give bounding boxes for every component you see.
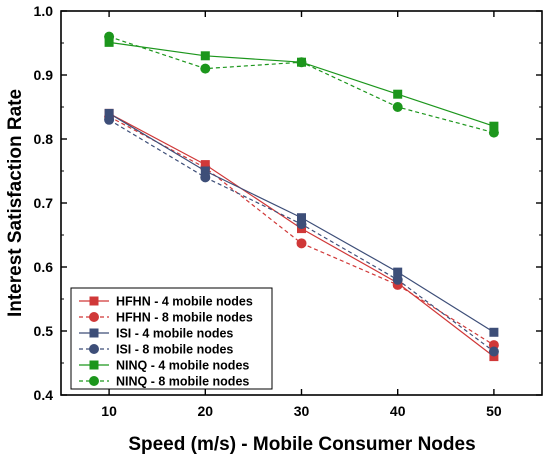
legend-marker xyxy=(89,312,99,322)
legend-label: ISI - 8 mobile nodes xyxy=(116,343,233,357)
legend: HFHN - 4 mobile nodes HFHN - 8 mobile nod… xyxy=(70,287,273,390)
series-3 xyxy=(104,114,499,357)
data-point xyxy=(200,166,210,176)
legend-marker xyxy=(89,376,99,386)
legend-label: HFHN - 8 mobile nodes xyxy=(116,311,253,325)
data-point xyxy=(393,89,403,99)
y-tick-label: 0.9 xyxy=(34,67,54,83)
data-point xyxy=(200,63,211,74)
data-point xyxy=(296,57,307,68)
data-point xyxy=(488,127,499,138)
legend-label: HFHN - 4 mobile nodes xyxy=(116,295,253,309)
data-point xyxy=(296,219,307,230)
data-point xyxy=(392,102,403,112)
x-tick-label: 30 xyxy=(294,403,310,419)
x-tick-label: 50 xyxy=(486,403,502,419)
x-axis-title: Speed (m/s) - Mobile Consumer Nodes xyxy=(128,434,475,455)
data-point xyxy=(104,114,115,125)
legend-marker xyxy=(89,296,99,306)
data-point xyxy=(489,327,499,337)
data-point xyxy=(104,108,114,118)
data-point xyxy=(488,346,499,357)
legend-box xyxy=(70,287,273,390)
legend-marker xyxy=(89,328,99,338)
data-point xyxy=(392,274,403,285)
y-tick-label: 0.4 xyxy=(34,387,54,403)
y-tick-label: 0.7 xyxy=(34,195,54,211)
axis-ticks: 10 20 30 40 50 0.4 0.5 0.6 0.7 0.8 0.9 1.0 xyxy=(34,3,542,419)
data-point xyxy=(489,121,499,131)
legend-marker xyxy=(89,360,99,370)
x-tick-label: 40 xyxy=(390,403,406,419)
y-axis-title: Interest Satisfaction Rate xyxy=(5,89,26,317)
y-tick-label: 0.5 xyxy=(34,323,54,339)
series-2 xyxy=(104,108,499,337)
series-group xyxy=(104,31,499,362)
series-5 xyxy=(104,31,499,138)
y-tick-label: 0.6 xyxy=(34,259,54,275)
data-point xyxy=(489,352,499,362)
y-tick-label: 1.0 xyxy=(34,3,54,19)
legend-label: NINQ - 4 mobile nodes xyxy=(116,359,249,373)
data-point xyxy=(104,37,114,47)
data-point xyxy=(393,267,403,277)
data-point xyxy=(104,31,115,42)
data-point xyxy=(200,51,210,61)
x-tick-label: 10 xyxy=(101,403,117,419)
x-tick-label: 20 xyxy=(198,403,214,419)
legend-label: NINQ - 8 mobile nodes xyxy=(116,375,249,389)
legend-marker xyxy=(89,344,99,354)
data-point xyxy=(296,238,307,249)
legend-label: ISI - 4 mobile nodes xyxy=(116,327,233,341)
data-point xyxy=(297,213,306,223)
y-tick-label: 0.8 xyxy=(34,131,54,147)
data-point xyxy=(200,172,211,183)
